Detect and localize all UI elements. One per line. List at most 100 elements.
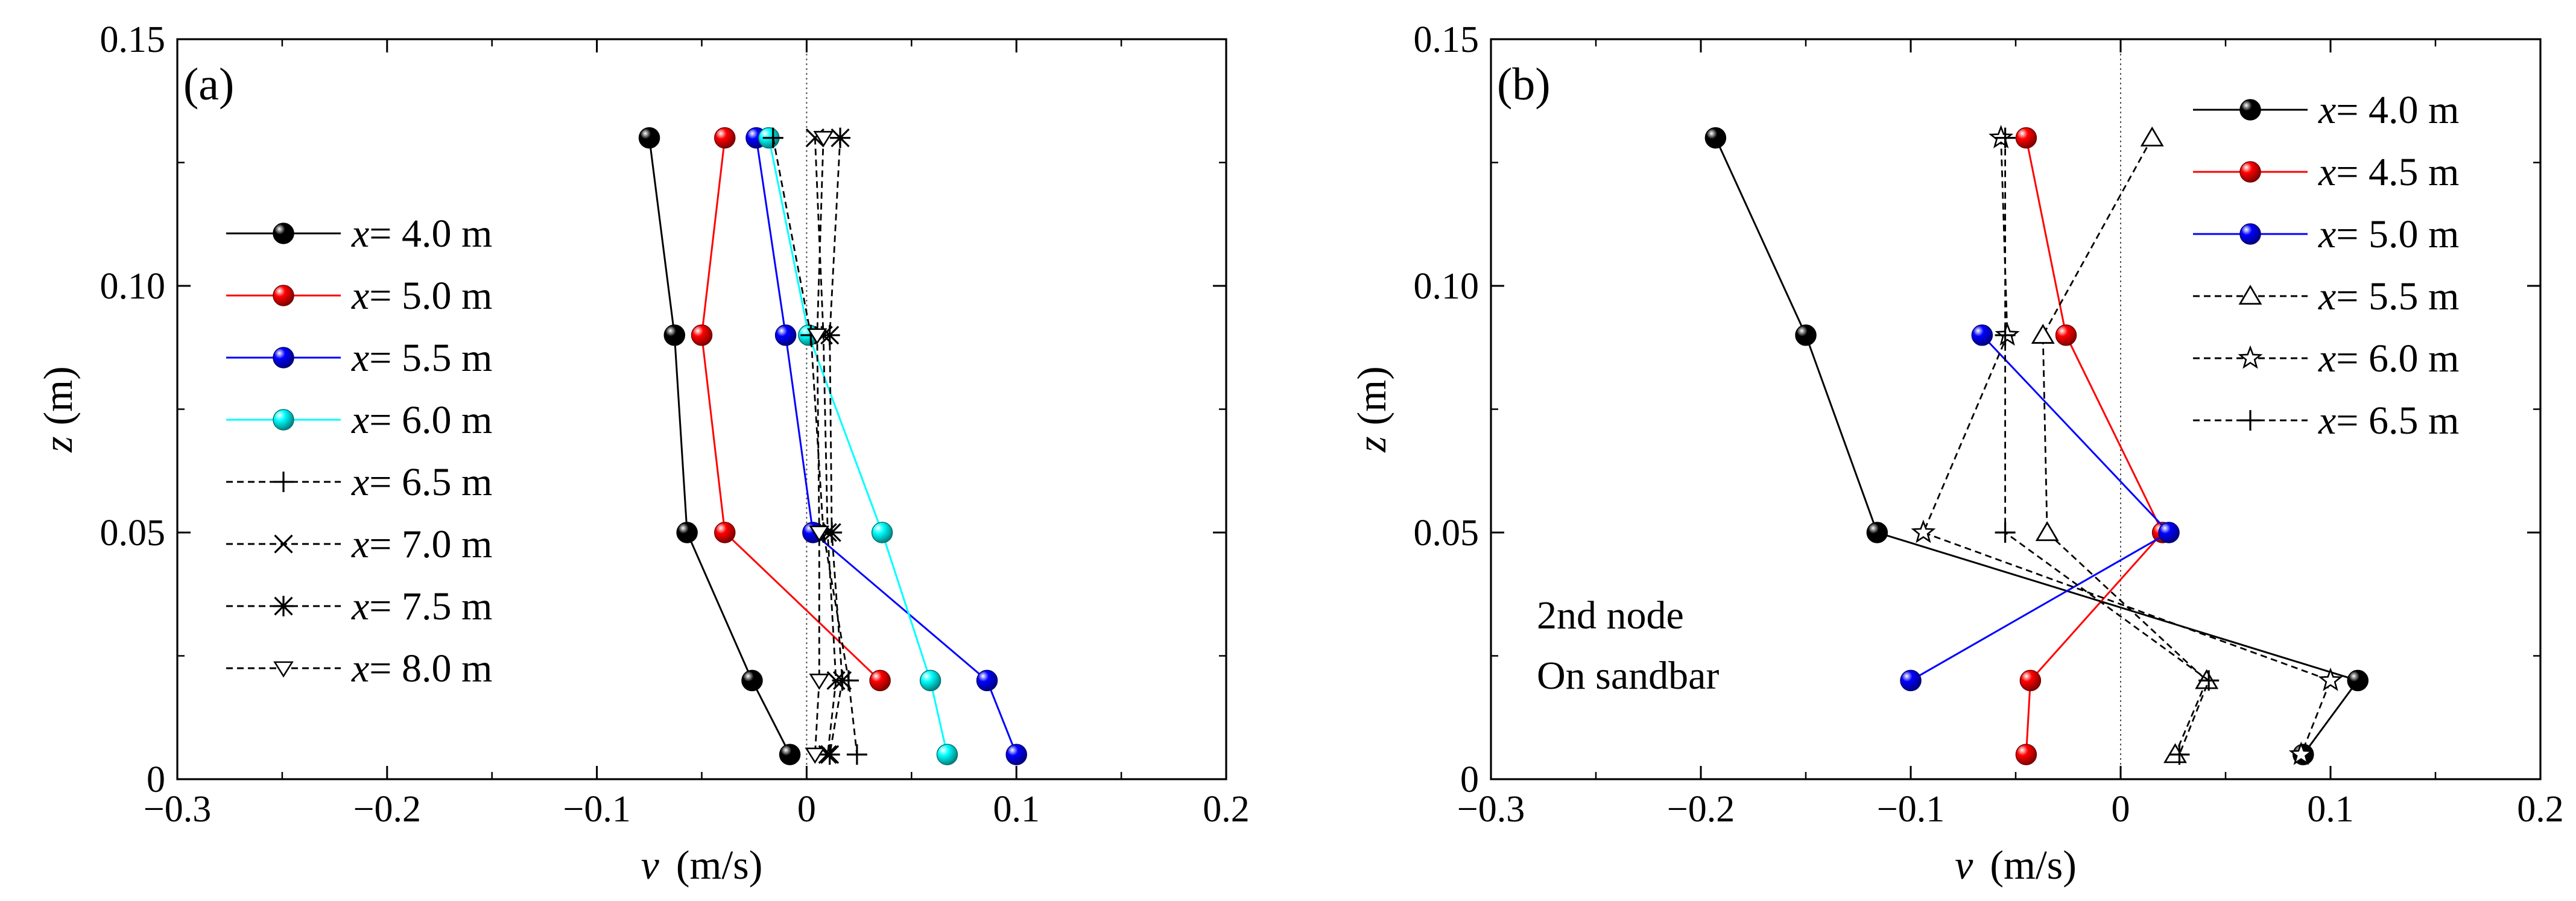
- series-x-4.5-m: [2015, 127, 2174, 765]
- legend-variable: x: [2318, 150, 2336, 194]
- legend-marker: [2238, 285, 2262, 305]
- legend-text: = 4.5 m: [2336, 150, 2459, 194]
- plot-frame: [176, 38, 1227, 780]
- y-tick-label: 0.05: [100, 513, 166, 554]
- x-axis-label: v (m/s): [1955, 842, 2077, 888]
- y-tick-label: 0.15: [1414, 19, 1479, 60]
- legend-marker: [2239, 99, 2261, 121]
- legend-text: = 7.0 m: [369, 522, 492, 566]
- legend-variable: x: [351, 274, 369, 318]
- series-line: [755, 138, 1017, 755]
- data-point: [2015, 127, 2037, 149]
- series-line: [700, 138, 881, 681]
- legend-marker: [2240, 410, 2261, 431]
- y-axis-unit: (m): [1349, 366, 1394, 425]
- legend-label: x= 4.5 m: [2318, 150, 2459, 194]
- x-axis-variable: v: [641, 842, 660, 888]
- data-point: [805, 747, 826, 764]
- legend-marker: [273, 661, 294, 678]
- legend-marker: [2238, 345, 2263, 369]
- panel-label: (b): [1497, 59, 1551, 110]
- data-point: [871, 522, 893, 543]
- data-point: [2169, 744, 2190, 765]
- data-point: [1989, 125, 2014, 149]
- series-x-6.5-m: [762, 127, 867, 765]
- x-tick-label: 0: [2112, 789, 2130, 830]
- series-x-7.0-m: [805, 128, 846, 764]
- legend-marker: [273, 596, 294, 616]
- data-point: [2055, 324, 2077, 346]
- series-line: [2025, 138, 2164, 755]
- legend-label: x= 6.0 m: [351, 398, 492, 442]
- data-point: [638, 127, 660, 149]
- x-tick-label: 0.2: [2517, 789, 2564, 830]
- legend-text: = 8.0 m: [369, 647, 492, 691]
- data-point: [1995, 324, 2016, 346]
- legend-variable: x: [2318, 274, 2336, 318]
- legend-variable: x: [351, 460, 369, 504]
- series-line: [648, 138, 791, 755]
- data-point: [663, 324, 686, 346]
- data-point: [676, 522, 698, 543]
- x-tick-label: −0.3: [1457, 789, 1525, 830]
- data-point: [774, 324, 797, 346]
- series-x-6.5-m: [1995, 127, 2220, 765]
- y-axis-variable: z: [35, 436, 81, 452]
- data-point: [2288, 741, 2314, 765]
- legend-text: = 6.0 m: [369, 398, 492, 442]
- data-point: [919, 669, 941, 692]
- legend-label: x= 7.0 m: [351, 522, 492, 566]
- legend-label: x= 4.0 m: [351, 212, 492, 256]
- legend-text: = 7.5 m: [369, 584, 492, 628]
- data-point: [2015, 744, 2037, 765]
- panel-label: (a): [183, 59, 234, 110]
- legend-label: x= 4.0 m: [2318, 88, 2459, 132]
- legend-variable: x: [2318, 212, 2336, 256]
- data-point: [2347, 669, 2369, 692]
- x-tick-label: 0.2: [1203, 789, 1250, 830]
- series-x-8.0-m: [805, 131, 834, 764]
- series-line: [1715, 137, 2359, 755]
- x-tick-label: −0.3: [144, 789, 211, 830]
- data-point: [869, 669, 891, 692]
- data-point: [806, 328, 828, 345]
- legend-text: = 5.5 m: [369, 336, 492, 380]
- x-tick-label: 0.1: [2307, 789, 2354, 830]
- y-tick-label: 0.05: [1414, 513, 1479, 554]
- x-tick-label: 0: [797, 789, 816, 830]
- legend-marker: [2239, 161, 2261, 183]
- data-point: [1795, 324, 1817, 346]
- data-point: [846, 744, 867, 765]
- legend-text: = 5.5 m: [2336, 274, 2459, 318]
- data-point: [809, 525, 830, 542]
- panel-b: −0.3 −0.2 −0.1 0 0.1 0.2 0 0.05 0.10 0.15 v (m/s) z (…: [1349, 19, 2564, 888]
- legend-label: x= 6.5 m: [351, 460, 492, 504]
- data-point: [714, 127, 736, 149]
- data-point: [1704, 127, 1727, 149]
- legend-marker: [274, 534, 293, 554]
- data-point: [2019, 669, 2042, 692]
- legend-text: = 4.0 m: [369, 212, 492, 256]
- legend-marker: [273, 285, 294, 306]
- panel-a: −0.3 −0.2 −0.1 0 0.1 0.2 0 0.05 0.10 0.15 v (m/s) z (…: [35, 19, 1250, 888]
- series-x-5.0-m: [691, 127, 891, 692]
- data-point: [936, 744, 958, 765]
- data-point: [821, 522, 843, 543]
- legend-marker: [273, 347, 294, 368]
- x-axis-unit: (m/s): [676, 842, 763, 888]
- legend-variable: x: [351, 336, 369, 380]
- legend-text: = 6.5 m: [2336, 399, 2459, 443]
- data-point: [741, 669, 763, 692]
- legend-marker: [2239, 223, 2261, 245]
- y-axis-label: z (m): [1349, 366, 1394, 453]
- y-tick-label: 0.10: [100, 266, 166, 307]
- data-point: [2158, 522, 2180, 543]
- legend-text: = 5.0 m: [369, 274, 492, 318]
- series-group: [638, 127, 1027, 765]
- legend-variable: x: [351, 398, 369, 442]
- data-point: [830, 127, 851, 148]
- data-point: [1005, 744, 1027, 765]
- data-point: [2031, 323, 2055, 344]
- data-point: [1900, 669, 1922, 692]
